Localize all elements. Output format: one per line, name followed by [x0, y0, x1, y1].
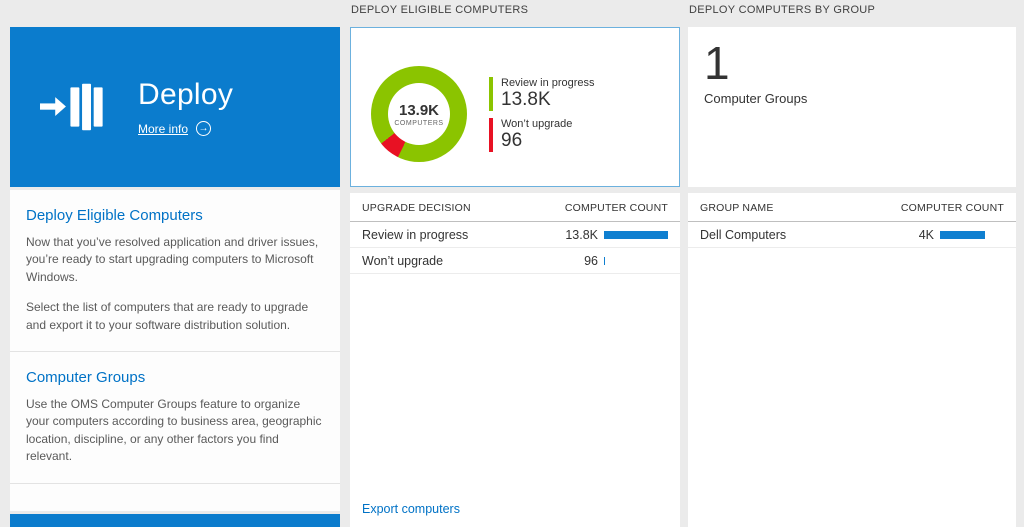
table-header: UPGRADE DECISION COMPUTER COUNT [350, 193, 680, 222]
legend-text: Review in progress 13.8K [501, 77, 595, 111]
legend-value: 96 [501, 129, 523, 151]
section-computer-groups: Computer Groups Use the OMS Computer Gro… [10, 352, 340, 484]
row-value: 96 [584, 253, 598, 268]
deploy-title-tile: Deploy More info → [10, 27, 340, 187]
legend-item-review-in-progress: Review in progress 13.8K [489, 76, 595, 111]
eligible-computers-tile[interactable]: 13.9K COMPUTERS Review in progress 13.8K… [350, 27, 680, 187]
column-header-group-name: GROUP NAME [700, 202, 774, 214]
donut-center: 13.9K COMPUTERS [388, 83, 450, 145]
table-header: GROUP NAME COMPUTER COUNT [688, 193, 1016, 222]
row-label: Dell Computers [700, 227, 787, 242]
donut-ring: 13.9K COMPUTERS [371, 66, 467, 162]
table-row-dell-computers[interactable]: Dell Computers 4K [688, 222, 1016, 248]
section-paragraph: Now that you’ve resolved application and… [26, 235, 319, 284]
donut-tile-inner: 13.9K COMPUTERS Review in progress 13.8K… [371, 66, 595, 162]
row-value: 4K [918, 227, 934, 242]
row-value: 13.8K [565, 227, 598, 242]
legend-value: 13.8K [501, 88, 551, 110]
deploy-icon [40, 83, 103, 131]
row-bar-track [940, 230, 1004, 239]
section-heading: Computer Groups [26, 368, 146, 386]
legend-swatch-red [489, 117, 493, 152]
legend-text: Won’t upgrade 96 [501, 118, 572, 152]
count-bar [940, 230, 985, 239]
export-computers-link[interactable]: Export computers [362, 502, 460, 516]
upgrade-decision-table: UPGRADE DECISION COMPUTER COUNT Review i… [350, 193, 680, 527]
computers-by-group-column-header: DEPLOY COMPUTERS BY GROUP [689, 4, 876, 16]
legend-item-wont-upgrade: Won’t upgrade 96 [489, 117, 595, 152]
donut-center-label: COMPUTERS [394, 119, 444, 127]
group-count-value: 1 [704, 37, 730, 89]
legend-swatch-green [489, 76, 493, 111]
computer-groups-tile[interactable]: 1 Computer Groups [688, 27, 1016, 187]
donut-center-value: 13.9K [398, 101, 440, 119]
row-label: Review in progress [362, 227, 469, 242]
section-deploy-eligible-computers: Deploy Eligible Computers Now that you’v… [10, 190, 340, 352]
section-paragraph: Select the list of computers that are re… [26, 300, 309, 332]
column-header-computer-count: COMPUTER COUNT [564, 202, 668, 214]
row-bar-track [604, 256, 668, 265]
section-paragraph: Use the OMS Computer Groups feature to o… [26, 396, 322, 464]
deploy-description-panel: Deploy Eligible Computers Now that you’v… [10, 190, 340, 511]
donut-legend: Review in progress 13.8K Won’t upgrade 9… [489, 76, 595, 152]
row-label: Won’t upgrade [362, 253, 444, 268]
legend-label: Review in progress [501, 76, 595, 89]
table-row-wont-upgrade[interactable]: Won’t upgrade 96 [350, 248, 680, 274]
eligible-computers-column-header: DEPLOY ELIGIBLE COMPUTERS [351, 4, 529, 16]
more-info-link[interactable]: More info [138, 121, 189, 136]
count-bar [604, 230, 668, 239]
table-row-review-in-progress[interactable]: Review in progress 13.8K [350, 222, 680, 248]
row-bar-track [604, 230, 668, 239]
group-table: GROUP NAME COMPUTER COUNT Dell Computers… [688, 193, 1016, 527]
group-count-label: Computer Groups [704, 91, 808, 107]
deploy-tile-text: Deploy More info → [138, 78, 233, 136]
more-info-row: More info → [138, 121, 233, 136]
section-heading: Deploy Eligible Computers [26, 207, 203, 224]
page-title: Deploy [138, 78, 234, 111]
legend-label: Won’t upgrade [501, 117, 573, 130]
count-bar [604, 256, 606, 265]
column-header-computer-count: COMPUTER COUNT [900, 202, 1004, 214]
more-info-arrow-icon[interactable]: → [196, 121, 212, 136]
tile-footer-bar [10, 514, 340, 527]
column-header-upgrade-decision: UPGRADE DECISION [362, 202, 471, 214]
